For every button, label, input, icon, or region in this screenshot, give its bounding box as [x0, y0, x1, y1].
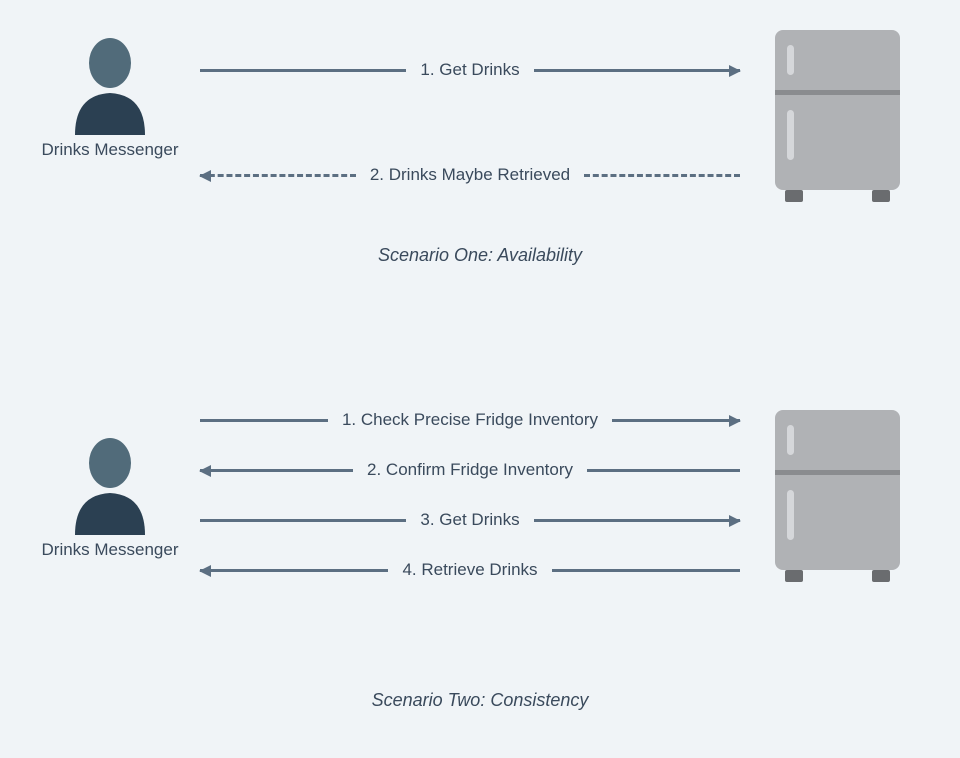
- arrow-check-inventory: 1. Check Precise Fridge Inventory: [200, 410, 740, 430]
- fridge-icon: [770, 30, 905, 210]
- arrow-get-drinks-2: 3. Get Drinks: [200, 510, 740, 530]
- arrow-label: 1. Check Precise Fridge Inventory: [336, 410, 604, 430]
- arrow-line: [200, 519, 406, 522]
- arrow-line: [200, 569, 388, 572]
- arrow-line: [534, 69, 740, 72]
- fridge-icon: [770, 410, 905, 590]
- arrow-label: 2. Confirm Fridge Inventory: [361, 460, 579, 480]
- arrow-retrieve-drinks: 4. Retrieve Drinks: [200, 560, 740, 580]
- scenario-one-title: Scenario One: Availability: [0, 245, 960, 266]
- arrow-line: [612, 419, 740, 422]
- arrow-label: 4. Retrieve Drinks: [396, 560, 543, 580]
- person-label: Drinks Messenger: [30, 540, 190, 560]
- person-icon: [70, 35, 150, 140]
- arrow-get-drinks: 1. Get Drinks: [200, 60, 740, 80]
- arrow-label: 3. Get Drinks: [414, 510, 525, 530]
- scenario-two: Drinks Messenger 1. Check Precise Fridge…: [0, 380, 960, 740]
- arrow-confirm-inventory: 2. Confirm Fridge Inventory: [200, 460, 740, 480]
- arrow-line: [200, 469, 353, 472]
- scenario-two-title: Scenario Two: Consistency: [0, 690, 960, 711]
- arrow-line: [534, 519, 740, 522]
- arrow-label: 1. Get Drinks: [414, 60, 525, 80]
- scenario-one: Drinks Messenger 1. Get Drinks 2. Drinks…: [0, 20, 960, 280]
- arrow-label: 2. Drinks Maybe Retrieved: [364, 165, 576, 185]
- arrow-line: [584, 174, 740, 177]
- arrow-drinks-maybe-retrieved: 2. Drinks Maybe Retrieved: [200, 165, 740, 185]
- person-icon: [70, 435, 150, 540]
- arrow-line: [200, 69, 406, 72]
- arrow-line: [200, 419, 328, 422]
- arrow-line: [552, 569, 740, 572]
- arrow-line: [200, 174, 356, 177]
- arrow-line: [587, 469, 740, 472]
- person-label: Drinks Messenger: [30, 140, 190, 160]
